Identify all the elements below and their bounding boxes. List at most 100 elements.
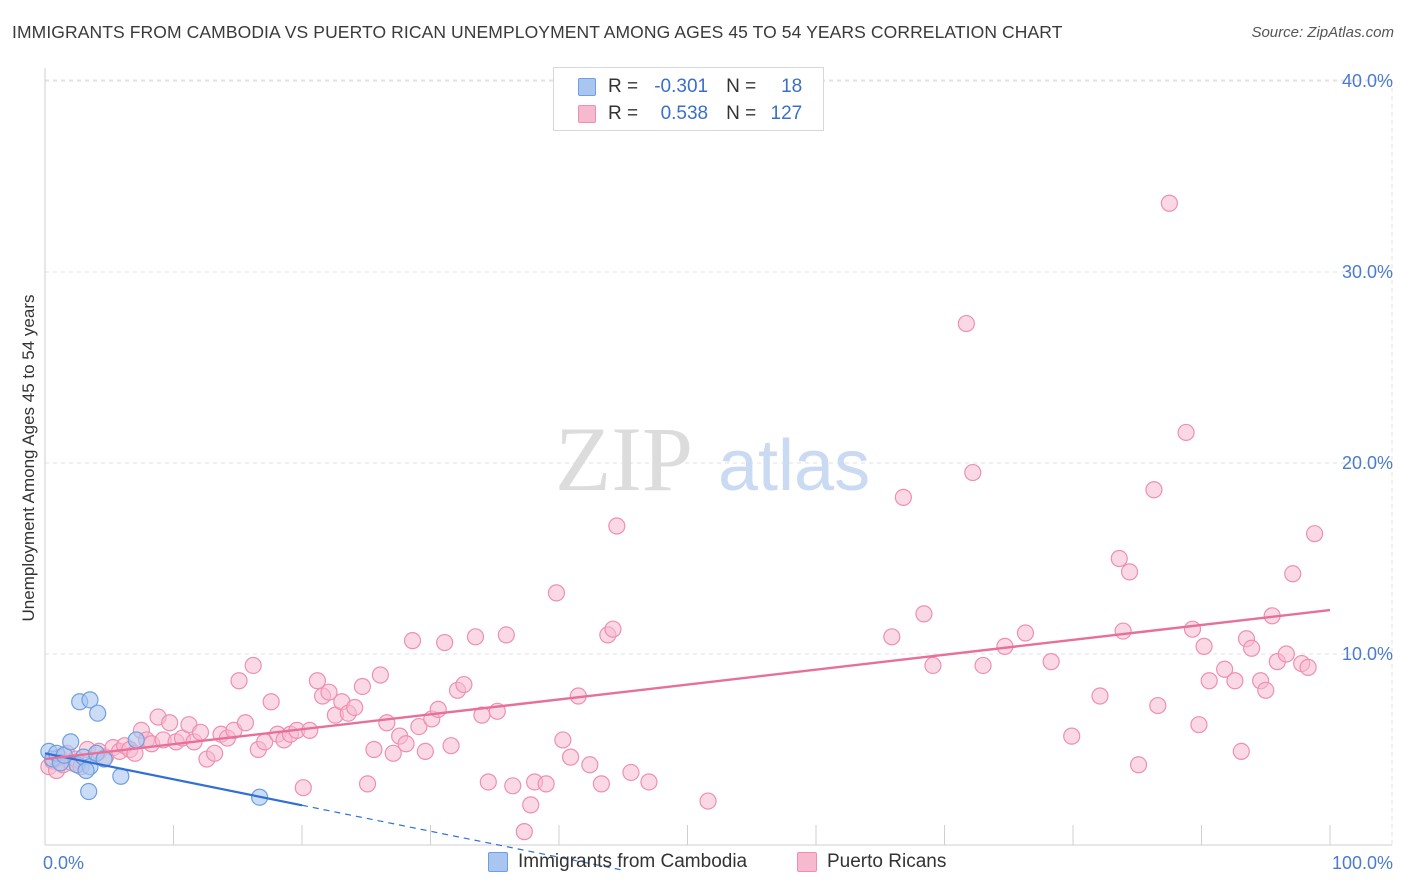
cambodia-point [80, 782, 98, 801]
puerto-ricans-point [592, 775, 611, 793]
puerto-ricans-point [436, 633, 454, 652]
puerto-ricans-point [410, 717, 428, 736]
puerto-ricans-point [1200, 672, 1218, 690]
puerto-ricans-point [1277, 645, 1295, 663]
legend-row-cambodia: R = -0.301 N = 18 [578, 75, 802, 99]
puerto-ricans-point [515, 823, 533, 841]
puerto-ricans-point [964, 463, 982, 482]
puerto-ricans-point [1110, 549, 1128, 568]
puerto-ricans-point [924, 656, 942, 675]
legend-r-label: R = [608, 76, 639, 97]
legend-label-cambodia: Immigrants from Cambodia [518, 851, 748, 872]
puerto-ricans-point [301, 721, 319, 740]
cambodia-point [81, 691, 99, 709]
y-tick-label: 40.0% [1342, 71, 1393, 91]
puerto-ricans-point [1149, 696, 1167, 715]
puerto-ricans-point [497, 626, 515, 644]
x-tick-label: 100.0% [1332, 853, 1393, 873]
legend-n-value: 127 [770, 103, 803, 124]
y-tick-label: 20.0% [1342, 453, 1393, 473]
puerto-ricans-point [1042, 653, 1060, 671]
chart-title: IMMIGRANTS FROM CAMBODIA VS PUERTO RICAN… [12, 22, 1063, 42]
puerto-ricans-point [1183, 620, 1202, 638]
puerto-ricans-point [1257, 681, 1275, 699]
y-axis-label: Unemployment Among Ages 45 to 54 years [19, 295, 38, 622]
puerto-ricans-point [1120, 563, 1139, 581]
puerto-ricans-point [604, 620, 622, 638]
puerto-ricans-point [1129, 756, 1148, 774]
axes [44, 68, 1392, 846]
tick-labels: 10.0% 20.0% 30.0% 40.0% 0.0% 100.0% [43, 71, 1393, 873]
cambodia-trend-line [44, 752, 303, 807]
puerto-ricans-points [40, 194, 1324, 841]
legend-n-label: N = [726, 103, 757, 124]
puerto-ricans-point [1243, 639, 1261, 657]
legend-item-cambodia[interactable]: Immigrants from Cambodia [488, 851, 747, 873]
puerto-ricans-point [479, 773, 497, 791]
puerto-ricans-point [504, 777, 522, 795]
puerto-ricans-point [1195, 637, 1213, 655]
puerto-ricans-point [442, 737, 460, 755]
puerto-ricans-point [371, 666, 389, 684]
puerto-ricans-point [244, 656, 262, 675]
cambodia-point [127, 731, 145, 749]
puerto-ricans-point [358, 775, 377, 793]
cambodia-point [62, 733, 80, 751]
puerto-ricans-point [161, 714, 179, 732]
legend-swatch-cambodia [488, 852, 508, 872]
puerto-ricans-point [191, 723, 210, 741]
puerto-ricans-point [894, 488, 912, 506]
puerto-ricans-point [547, 584, 566, 602]
puerto-ricans-point [1226, 672, 1244, 690]
source-label: Source: ZipAtlas.com [1251, 24, 1394, 41]
legend-row-puerto-ricans: R = 0.538 N = 127 [578, 102, 802, 126]
puerto-ricans-point [1160, 194, 1178, 212]
legend-item-puerto-ricans[interactable]: Puerto Ricans [797, 851, 946, 873]
trend-lines [44, 608, 1331, 871]
puerto-ricans-point [1284, 565, 1302, 583]
puerto-ricans-point [883, 628, 901, 646]
puerto-ricans-point [294, 779, 312, 797]
puerto-ricans-point [622, 763, 640, 782]
puerto-ricans-point [378, 714, 396, 732]
puerto-ricans-point [522, 796, 540, 814]
puerto-ricans-point [1299, 658, 1317, 676]
puerto-ricans-point [581, 756, 599, 774]
puerto-ricans-point [206, 744, 224, 762]
correlation-legend: R = -0.301 N = 18 R = 0.538 N = 127 [553, 67, 824, 131]
watermark-zip: ZIP [555, 408, 693, 510]
puerto-ricans-point [1232, 742, 1250, 761]
puerto-ricans-point [608, 517, 626, 535]
legend-r-value: 0.538 [660, 103, 709, 124]
puerto-ricans-point [1216, 660, 1234, 678]
legend-label-puerto-ricans: Puerto Ricans [827, 851, 947, 872]
puerto-ricans-point [397, 735, 415, 753]
puerto-ricans-point [1177, 423, 1195, 442]
puerto-ricans-point [1190, 716, 1208, 734]
x-tick-label: 0.0% [43, 853, 84, 873]
puerto-ricans-point [384, 744, 402, 762]
puerto-ricans-point [230, 672, 248, 690]
puerto-ricans-point [353, 677, 371, 696]
puerto-ricans-point [1016, 624, 1035, 642]
puerto-ricans-point [640, 773, 658, 791]
puerto-ricans-point [1063, 727, 1081, 745]
puerto-ricans-point [262, 693, 280, 711]
puerto-ricans-point [466, 628, 485, 646]
puerto-ricans-point [365, 740, 383, 759]
puerto-ricans-point [308, 672, 327, 690]
puerto-ricans-point [974, 656, 992, 675]
puerto-ricans-point [320, 683, 338, 701]
puerto-ricans-point [416, 742, 434, 761]
puerto-ricans-point [346, 698, 364, 717]
puerto-ricans-point [455, 675, 473, 694]
series-legend: Immigrants from Cambodia Puerto Ricans [0, 851, 1406, 877]
puerto-ricans-point [236, 714, 255, 732]
puerto-ricans-point [561, 748, 580, 766]
cambodia-point [77, 761, 95, 780]
puerto-ricans-point [1114, 622, 1132, 640]
puerto-ricans-point [537, 775, 555, 793]
legend-n-value: 18 [781, 76, 803, 97]
y-tick-label: 30.0% [1342, 262, 1393, 282]
puerto-ricans-point [1145, 481, 1163, 499]
